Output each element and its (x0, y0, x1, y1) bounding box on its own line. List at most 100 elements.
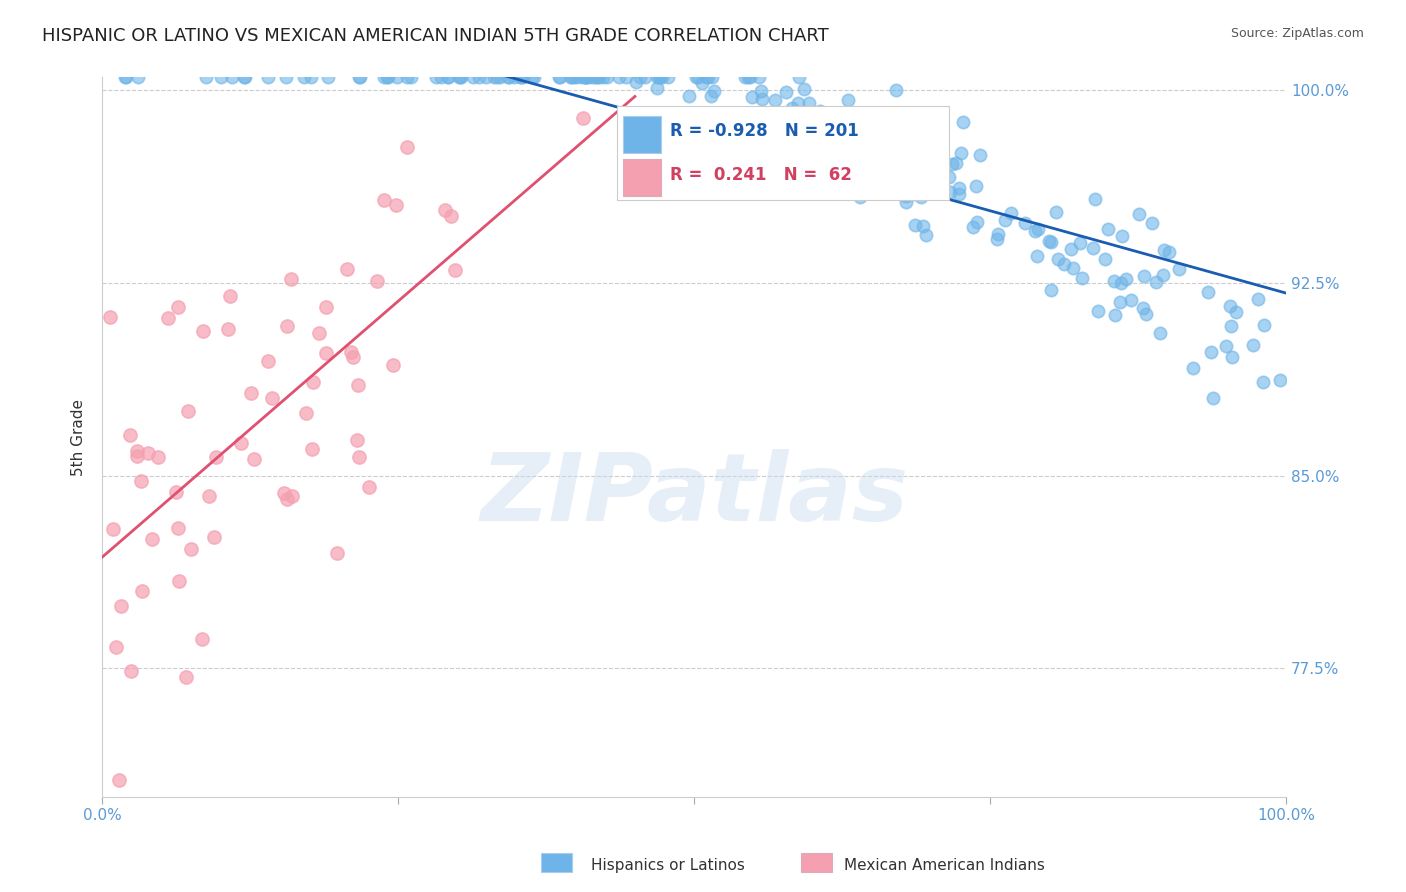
Point (1025, 249, 1047, 263)
Point (1133, 269, 1156, 284)
Point (1108, 295, 1130, 310)
Point (793, 82, 815, 96)
Point (678, 89, 700, 103)
Point (588, 70, 610, 85)
Point (560, 70, 582, 85)
Point (347, 450, 370, 464)
Point (868, 185, 890, 199)
Point (1026, 222, 1049, 236)
Point (574, 70, 596, 85)
Point (450, 70, 472, 85)
Point (1109, 276, 1132, 290)
Point (897, 137, 920, 152)
Point (548, 70, 571, 85)
Point (385, 70, 408, 85)
Bar (541, 853, 572, 872)
Point (110, 599, 132, 613)
Point (260, 391, 283, 405)
Point (195, 70, 218, 85)
Point (1000, 206, 1022, 220)
Point (787, 95, 810, 110)
Point (865, 130, 887, 145)
Point (231, 436, 253, 450)
Point (377, 70, 399, 85)
Point (382, 358, 405, 372)
Point (585, 70, 607, 85)
Point (744, 130, 766, 145)
Point (651, 70, 673, 85)
Point (276, 319, 298, 334)
Point (190, 632, 212, 646)
Point (797, 95, 820, 110)
Point (292, 70, 315, 85)
Point (1047, 252, 1070, 266)
Point (703, 84, 725, 98)
Point (564, 70, 586, 85)
Point (498, 70, 520, 85)
Point (366, 274, 388, 288)
Point (685, 70, 707, 85)
Y-axis label: 5th Grade: 5th Grade (72, 399, 86, 475)
Point (607, 70, 630, 85)
Point (157, 311, 180, 326)
Point (120, 428, 142, 442)
Point (908, 176, 931, 190)
Point (197, 489, 219, 503)
Point (280, 490, 302, 504)
Point (125, 443, 148, 458)
Point (987, 227, 1010, 242)
Point (939, 185, 962, 199)
Point (927, 167, 949, 181)
Point (509, 70, 531, 85)
Text: R =  0.241   N =  62: R = 0.241 N = 62 (671, 166, 852, 184)
Point (1201, 345, 1223, 359)
Point (373, 70, 395, 85)
Point (845, 109, 868, 123)
Point (626, 75, 648, 89)
Point (1251, 375, 1274, 389)
Point (849, 167, 872, 181)
Point (841, 130, 863, 145)
Point (1024, 224, 1046, 238)
Point (1268, 373, 1291, 387)
Point (571, 112, 593, 126)
Point (430, 70, 453, 85)
Point (1094, 252, 1116, 267)
Point (437, 70, 460, 85)
Point (242, 451, 264, 466)
Point (787, 70, 810, 85)
Point (749, 84, 772, 98)
Point (165, 485, 187, 500)
Point (1132, 301, 1154, 316)
Point (274, 70, 297, 85)
Point (114, 70, 136, 85)
Point (141, 532, 163, 546)
Point (1097, 222, 1119, 236)
Point (910, 190, 932, 204)
Point (645, 70, 668, 85)
Point (695, 70, 717, 85)
Bar (623, 159, 661, 196)
Point (167, 574, 190, 589)
Point (1202, 391, 1225, 405)
Point (257, 70, 280, 85)
Point (645, 81, 668, 95)
Point (425, 70, 447, 85)
Point (1253, 318, 1275, 333)
Point (903, 186, 925, 201)
Point (744, 109, 766, 123)
Point (921, 159, 943, 173)
Point (1084, 193, 1107, 207)
Point (1152, 268, 1174, 282)
Point (396, 70, 419, 85)
Point (911, 219, 934, 233)
Point (396, 140, 419, 154)
Point (1247, 292, 1270, 306)
Point (482, 70, 505, 85)
Point (569, 70, 592, 85)
Point (1111, 229, 1133, 244)
Point (578, 70, 600, 85)
Point (257, 353, 280, 368)
Point (825, 155, 848, 169)
Point (440, 209, 463, 223)
